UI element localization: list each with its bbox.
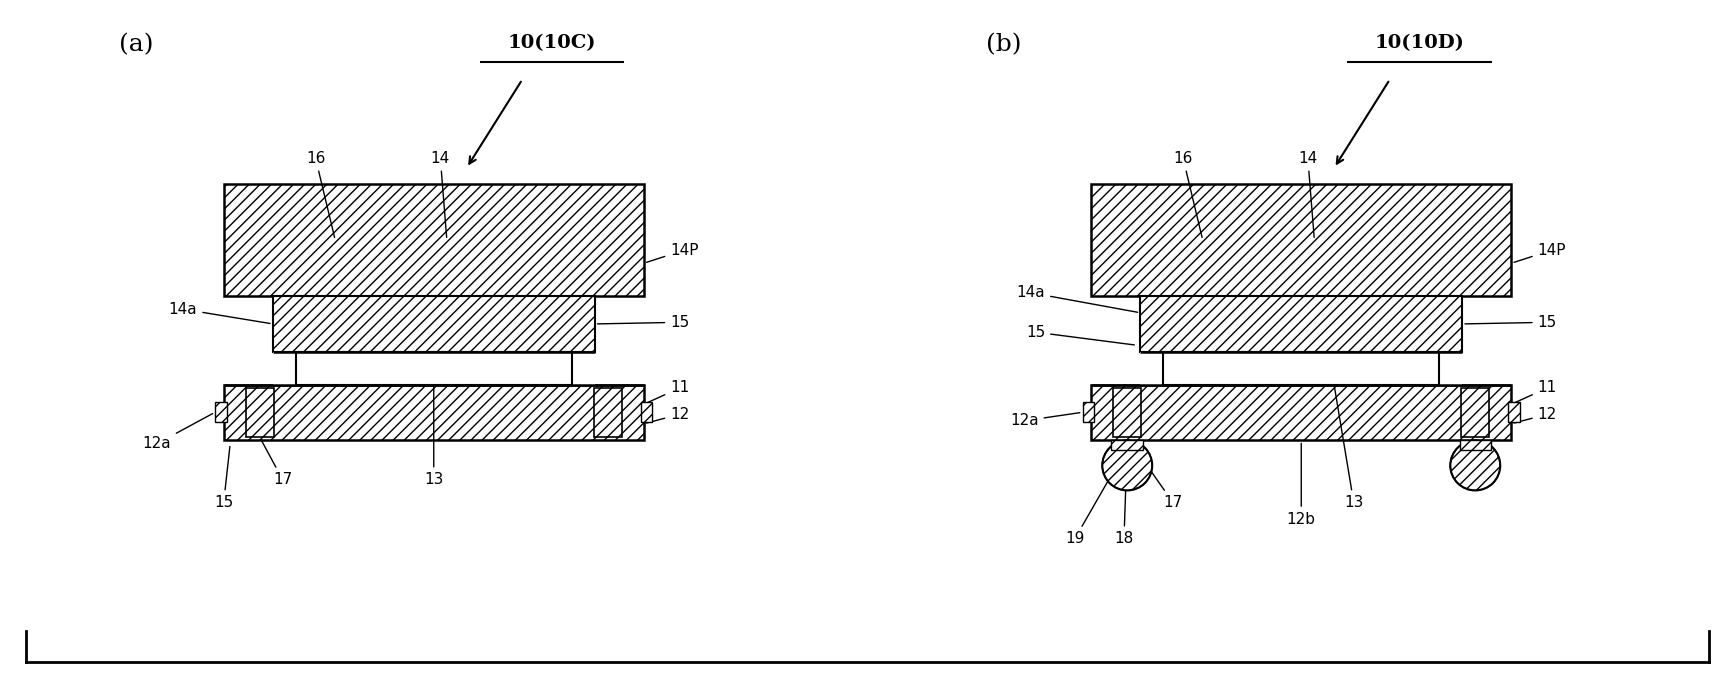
Bar — [1508, 402, 1520, 422]
Bar — [1140, 352, 1463, 384]
Bar — [1114, 388, 1142, 437]
Text: 15: 15 — [1025, 325, 1135, 345]
Text: 11: 11 — [1515, 380, 1556, 403]
Bar — [1459, 440, 1490, 450]
Bar — [272, 296, 595, 352]
Bar — [1083, 402, 1095, 422]
Text: 16: 16 — [1173, 150, 1202, 237]
Text: 14P: 14P — [647, 243, 699, 263]
Text: 12: 12 — [647, 407, 689, 423]
Text: 12b: 12b — [1287, 443, 1315, 527]
Bar — [224, 185, 644, 296]
Text: 17: 17 — [260, 440, 293, 488]
Text: 14: 14 — [1298, 150, 1317, 237]
Text: 10(10D): 10(10D) — [1374, 34, 1464, 52]
Bar — [215, 402, 227, 422]
Bar — [1091, 384, 1511, 440]
Text: 11: 11 — [647, 380, 689, 403]
Text: 14: 14 — [430, 150, 449, 237]
Bar — [297, 352, 571, 384]
Text: 19: 19 — [1065, 480, 1109, 547]
Text: 15: 15 — [1464, 315, 1556, 330]
Bar — [224, 384, 644, 440]
Text: 12a: 12a — [1010, 412, 1079, 428]
Text: 14P: 14P — [1515, 243, 1567, 263]
Bar — [1164, 352, 1438, 384]
Text: 13: 13 — [1334, 387, 1364, 510]
Text: 16: 16 — [305, 150, 335, 237]
Text: 13: 13 — [423, 387, 444, 488]
Text: 17: 17 — [1129, 440, 1183, 510]
Text: 18: 18 — [1114, 448, 1133, 547]
Bar — [1112, 440, 1143, 450]
Text: 15: 15 — [213, 447, 232, 510]
Text: 12a: 12a — [142, 414, 213, 451]
Text: 12: 12 — [1515, 407, 1556, 423]
Text: 14a: 14a — [1017, 285, 1138, 313]
Bar — [593, 388, 621, 437]
Text: (a): (a) — [118, 34, 153, 56]
Bar — [246, 388, 274, 437]
Text: 15: 15 — [597, 315, 689, 330]
Bar — [1140, 296, 1463, 352]
Text: 10(10C): 10(10C) — [508, 34, 597, 52]
Circle shape — [1102, 440, 1152, 490]
Bar — [1461, 388, 1489, 437]
Text: (b): (b) — [985, 34, 1022, 56]
Bar — [1091, 185, 1511, 296]
Bar — [640, 402, 652, 422]
Text: 14a: 14a — [168, 302, 271, 324]
Circle shape — [1450, 440, 1501, 490]
Bar — [272, 352, 595, 384]
